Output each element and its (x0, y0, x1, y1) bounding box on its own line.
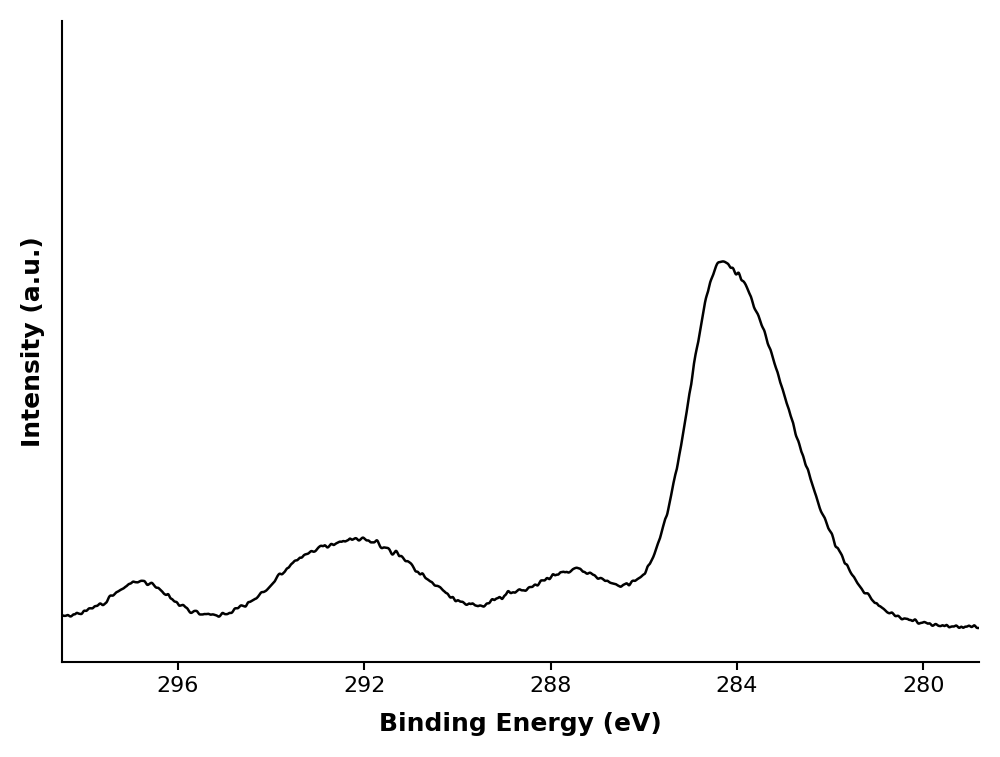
Y-axis label: Intensity (a.u.): Intensity (a.u.) (21, 236, 45, 447)
X-axis label: Binding Energy (eV): Binding Energy (eV) (379, 712, 662, 736)
